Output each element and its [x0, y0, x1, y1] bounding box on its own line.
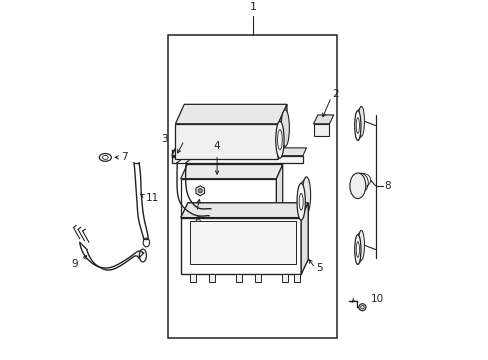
Ellipse shape [349, 173, 365, 198]
Bar [168, 35, 336, 338]
Ellipse shape [302, 177, 310, 214]
Polygon shape [278, 104, 286, 159]
Text: 9: 9 [71, 260, 78, 269]
Polygon shape [293, 274, 300, 282]
Ellipse shape [358, 230, 364, 260]
Polygon shape [172, 148, 306, 156]
Circle shape [198, 189, 202, 193]
Ellipse shape [281, 110, 289, 147]
Text: 7: 7 [121, 152, 128, 162]
Ellipse shape [275, 121, 284, 158]
Polygon shape [196, 186, 204, 196]
Polygon shape [189, 221, 295, 264]
Polygon shape [301, 203, 307, 274]
Polygon shape [181, 203, 307, 218]
Polygon shape [276, 165, 282, 219]
Polygon shape [172, 156, 303, 163]
Polygon shape [175, 124, 278, 159]
Polygon shape [313, 115, 333, 124]
Polygon shape [313, 124, 329, 136]
Polygon shape [175, 104, 286, 124]
Text: 8: 8 [384, 181, 390, 191]
Text: 11: 11 [146, 193, 159, 203]
Ellipse shape [354, 235, 360, 264]
Text: 3: 3 [161, 134, 167, 144]
Polygon shape [255, 274, 261, 282]
Polygon shape [189, 274, 196, 282]
Ellipse shape [296, 183, 305, 220]
Polygon shape [181, 218, 301, 274]
Text: 2: 2 [332, 89, 338, 99]
Ellipse shape [358, 107, 364, 136]
Polygon shape [209, 274, 215, 282]
Circle shape [358, 304, 365, 311]
Text: 10: 10 [370, 294, 383, 304]
Text: 6: 6 [194, 216, 200, 226]
Text: 5: 5 [316, 263, 323, 273]
Polygon shape [235, 274, 242, 282]
Text: 4: 4 [213, 141, 220, 151]
Text: 1: 1 [249, 2, 256, 12]
Ellipse shape [354, 111, 360, 140]
Polygon shape [281, 274, 287, 282]
Polygon shape [181, 165, 282, 179]
Polygon shape [181, 179, 276, 219]
